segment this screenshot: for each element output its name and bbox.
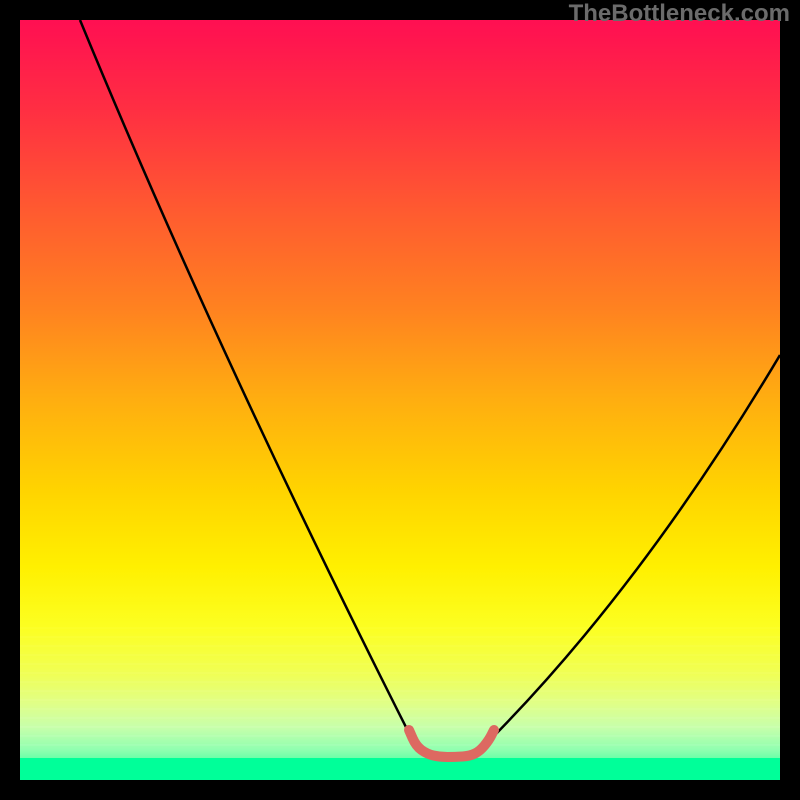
watermark-text: TheBottleneck.com bbox=[569, 0, 790, 28]
chart-container: TheBottleneck.com bbox=[0, 0, 800, 800]
bottom-band bbox=[20, 758, 780, 780]
plot-area bbox=[20, 20, 780, 780]
bottleneck-chart bbox=[20, 20, 780, 780]
gradient-background bbox=[20, 20, 780, 780]
